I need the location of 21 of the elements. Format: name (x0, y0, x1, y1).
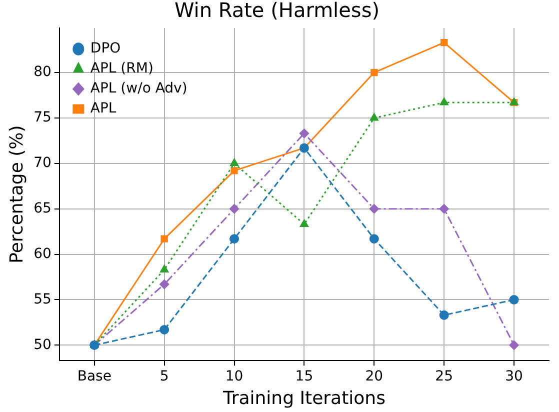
x-tick-label: Base (77, 368, 112, 385)
legend-label: DPO (90, 40, 121, 57)
y-tick-label: 55 (34, 291, 52, 308)
y-tick-label: 80 (34, 64, 52, 80)
x-axis-title: Training Iterations (222, 388, 386, 409)
y-tick-label: 75 (34, 110, 52, 126)
x-tick-label: 25 (435, 368, 454, 385)
y-tick-label: 50 (34, 336, 52, 353)
y-tick-label: 65 (34, 200, 52, 216)
y-axis-title: Percentage (%) (6, 125, 28, 264)
legend-label: APL (RM) (90, 60, 154, 77)
x-tick-label: 15 (295, 368, 314, 385)
chart-title: Win Rate (Harmless) (174, 0, 380, 22)
x-tick-label: 10 (225, 368, 244, 385)
y-tick-label: 60 (34, 246, 52, 262)
legend-label: APL (90, 100, 116, 117)
x-tick-label: 20 (365, 368, 384, 385)
legend-label: APL (w/o Adv) (90, 80, 188, 97)
x-tick-label: 30 (505, 368, 523, 385)
x-tick-label: 5 (160, 368, 169, 385)
y-tick-label: 70 (34, 155, 52, 172)
